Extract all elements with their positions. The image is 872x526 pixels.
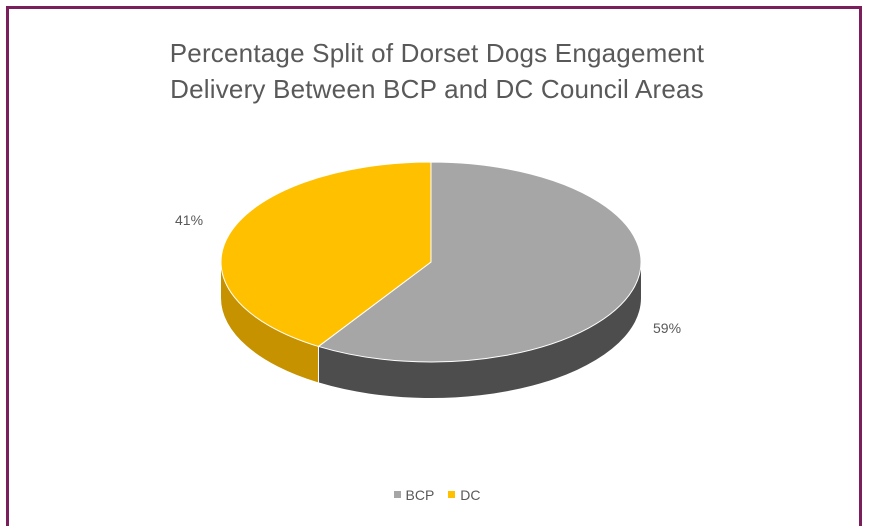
- legend-item-bcp: BCP: [393, 486, 435, 503]
- legend-label-bcp: BCP: [405, 486, 435, 503]
- pie-side-dc: [221, 262, 319, 383]
- chart-title-line-2: Delivery Between BCP and DC Council Area…: [170, 74, 704, 104]
- legend-item-dc: DC: [448, 487, 480, 503]
- pie-slice-dc: [220, 161, 432, 347]
- chart-title-line-1: Percentage Split of Dorset Dogs Engageme…: [169, 38, 705, 68]
- data-label-bcp: 59%: [653, 320, 681, 336]
- data-label-dc: 41%: [175, 212, 203, 228]
- legend-label-dc: DC: [460, 486, 481, 503]
- chart-legend: BCP DC: [9, 485, 865, 503]
- legend-swatch-dc: [448, 491, 456, 498]
- pie-side-bcp: [318, 262, 641, 398]
- chart-frame: Percentage Split of Dorset Dogs Engageme…: [6, 6, 862, 526]
- chart-title: Percentage Split of Dorset Dogs Engageme…: [9, 35, 865, 107]
- legend-swatch-bcp: [393, 491, 401, 498]
- pie-slices: [220, 161, 642, 398]
- pie-slice-bcp: [317, 161, 642, 363]
- pie-chart: 41% 59%: [175, 161, 681, 398]
